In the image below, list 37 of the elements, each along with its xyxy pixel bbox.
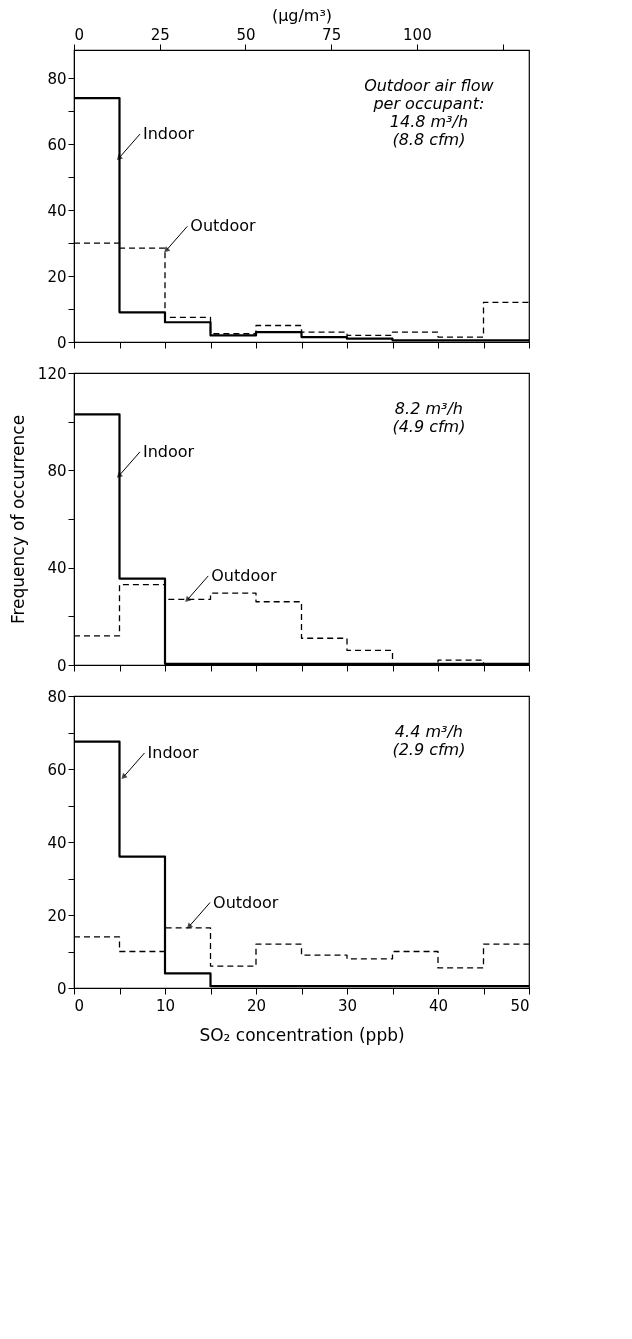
x2-tick-label: 100 <box>403 25 432 44</box>
x-axis-title: SO₂ concentration (ppb) <box>199 1024 405 1045</box>
x-tick-label: 0 <box>74 996 85 1015</box>
x2-tick-label: 25 <box>150 25 170 44</box>
y-tick-label: 40 <box>47 559 67 578</box>
annotation: Indoor <box>147 742 200 762</box>
x-tick-label: 40 <box>428 996 449 1015</box>
x2-axis-title: (μg/m³) <box>271 5 333 25</box>
annotation: 8.2 m³/h (4.9 cfm) <box>392 399 466 436</box>
y-tick-label: 80 <box>47 461 67 480</box>
x2-tick-label: 75 <box>322 25 342 44</box>
annotation: Outdoor <box>211 565 277 585</box>
annotation: Indoor <box>142 441 195 461</box>
x-tick-label: 10 <box>155 996 176 1015</box>
x-tick-label: 50 <box>510 996 530 1015</box>
y-tick-label: 80 <box>47 687 67 706</box>
y-tick-label: 0 <box>56 979 67 998</box>
x2-tick-label: 50 <box>236 25 256 44</box>
y-tick-label: 60 <box>47 135 67 154</box>
annotation: Outdoor <box>213 892 279 912</box>
x-tick-label: 30 <box>337 996 358 1015</box>
annotation: Outdoor <box>190 216 257 236</box>
y-tick-label: 60 <box>47 760 67 779</box>
annotation: Indoor <box>142 124 195 144</box>
y-tick-label: 80 <box>47 69 67 88</box>
y-tick-label: 20 <box>47 906 67 925</box>
y-tick-label: 40 <box>47 201 67 220</box>
y-axis-title: Frequency of occurrence <box>7 414 28 625</box>
y-tick-label: 20 <box>47 267 67 286</box>
y-tick-label: 0 <box>56 656 67 675</box>
annotation: 4.4 m³/h (2.9 cfm) <box>392 722 466 759</box>
y-tick-label: 120 <box>37 364 67 383</box>
y-tick-label: 40 <box>47 833 67 852</box>
x-tick-label: 20 <box>246 996 267 1015</box>
x2-tick-label: 0 <box>74 25 85 44</box>
annotation: Outdoor air flow per occupant: 14.8 m³/h (8.8 cfm) <box>364 76 495 149</box>
y-tick-label: 0 <box>56 333 67 352</box>
